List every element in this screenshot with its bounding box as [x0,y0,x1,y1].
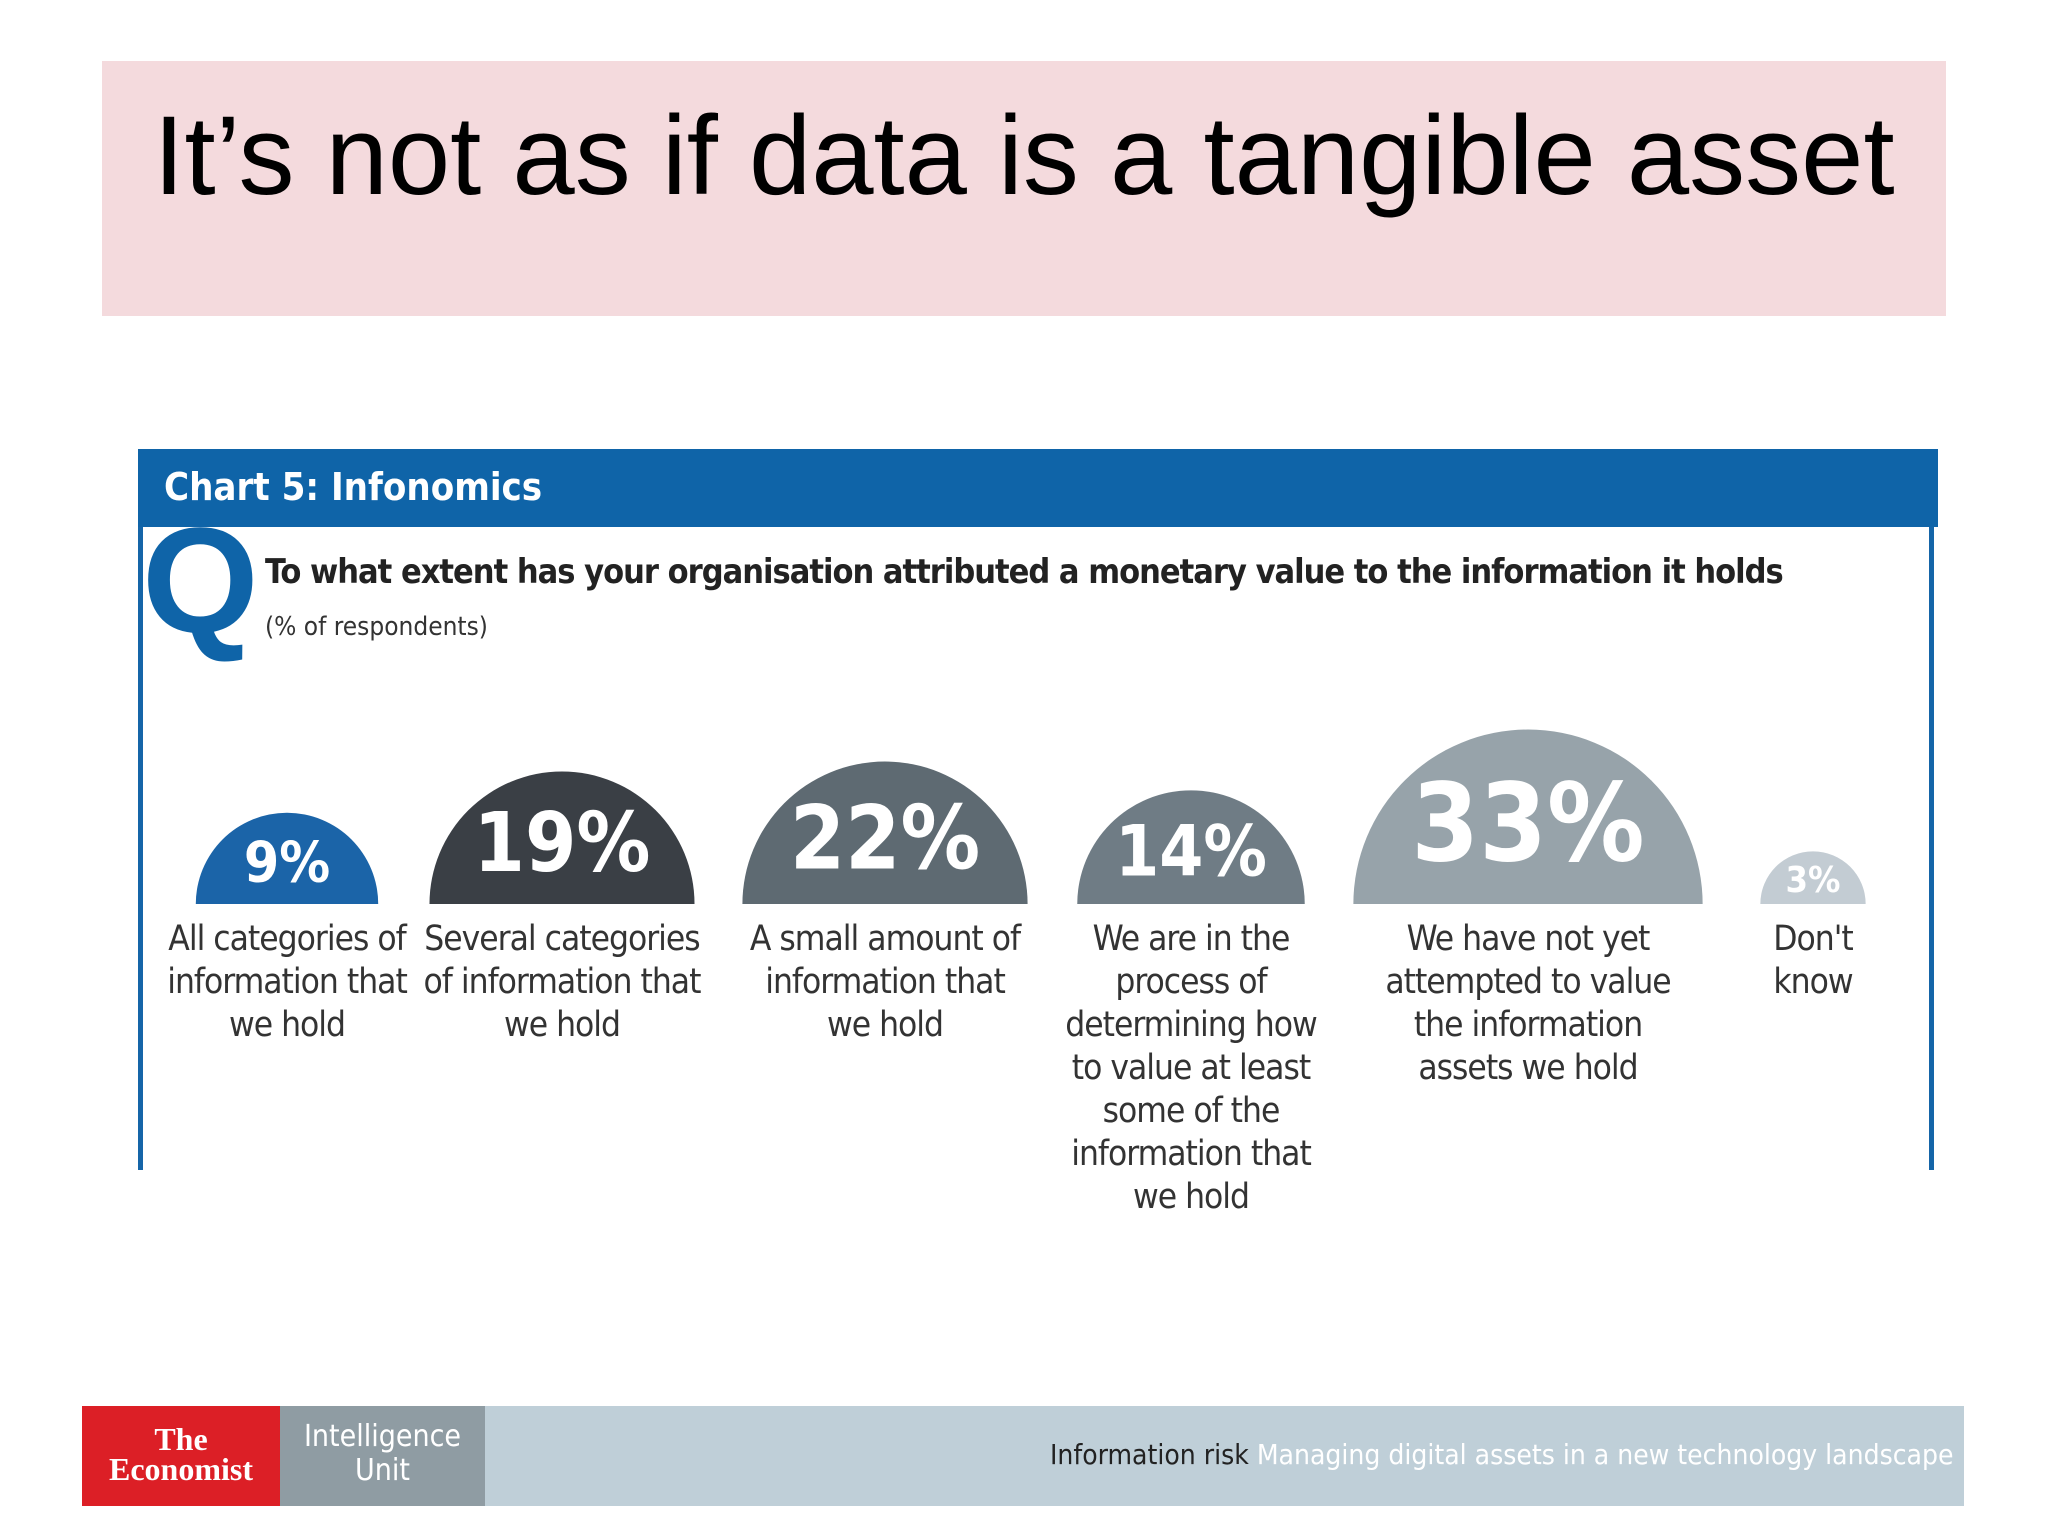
category-label: A small amount of information that we ho… [749,919,1021,1045]
semicircle [1077,790,1305,904]
value-label: 22% [790,787,980,890]
category-label: We have not yet attempted to value the i… [1385,919,1671,1088]
chart-header: Chart 5: Infonomics [138,449,1938,527]
value-label: 19% [474,796,651,891]
semicircle [1353,729,1703,904]
subtitle: (% of respondents) [265,612,488,642]
brand-top: The [154,1421,208,1457]
semicircle [195,812,379,904]
category-label: Several categories of information that w… [423,919,702,1045]
category-label: Don't know [1773,919,1853,1002]
chart-title: Chart 5: Infonomics [164,465,543,509]
question-marker: Q [142,496,259,664]
report-title: Information risk Managing digital assets… [1050,1438,1954,1471]
unit-bottom: Unit [355,1453,410,1488]
value-label: 9% [244,830,330,895]
unit-top: Intelligence [303,1419,462,1454]
question: To what extent has your organisation att… [265,552,1784,592]
report-subtitle: Managing digital assets in a new technol… [1256,1438,1954,1471]
value-label: 33% [1411,760,1644,886]
semicircle [1760,851,1866,904]
category-label: We are in the process of determining how… [1065,919,1317,1217]
report: Information risk [1050,1438,1249,1471]
chart-frame [138,449,1934,1170]
brand-logo: The Economist [82,1406,280,1506]
category-label: All categories of information that we ho… [167,919,408,1045]
value-label: 14% [1115,811,1267,893]
brand-bottom: Economist [109,1451,253,1487]
semicircle [429,771,695,904]
slide-title: It’s not as if data is a tangible asset [153,93,1895,218]
title-box: It’s not as if data is a tangible asset [102,61,1946,316]
value-label: 3% [1786,860,1841,901]
semicircle [742,761,1028,904]
unit-logo: Intelligence Unit [280,1406,485,1506]
